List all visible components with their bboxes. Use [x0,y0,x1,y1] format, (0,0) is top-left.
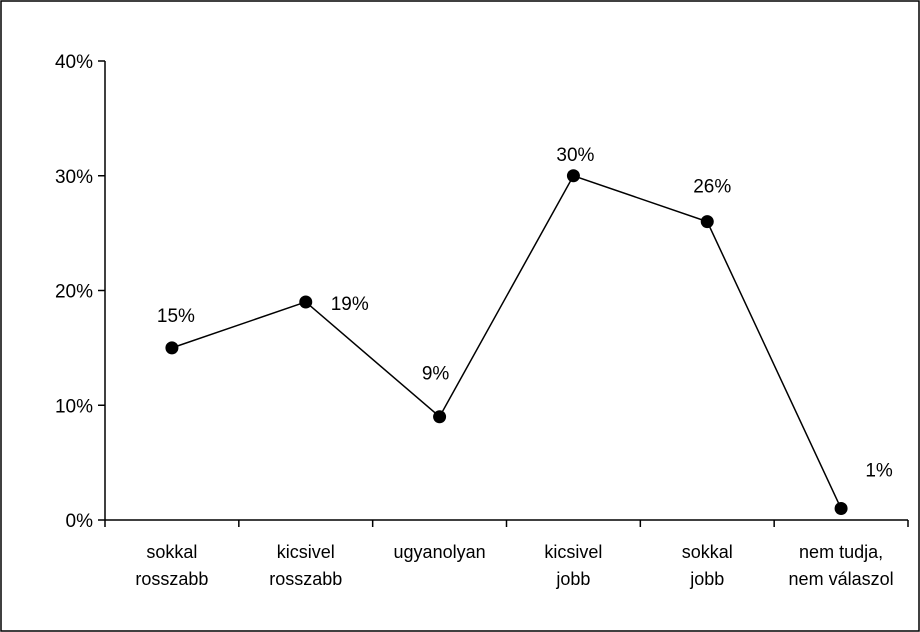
x-tick-label: ugyanolyan [394,542,486,562]
y-tick-label: 20% [55,282,93,303]
data-label: 19% [331,294,369,315]
x-tick-label: sokkal jobb [682,542,733,589]
data-point [299,295,313,309]
data-point [433,410,447,424]
x-tick-label: sokkal rosszabb [135,542,208,589]
data-point [700,215,714,229]
x-tick-label: kicsivel jobb [544,542,602,589]
y-axis: 0% 10% 20% 30% 40% [55,52,106,532]
y-tick-label: 40% [55,52,93,73]
y-tick-label: 10% [55,396,93,417]
data-point [165,341,179,355]
x-axis: sokkal rosszabb kicsivel rosszabb ugyanolyan… [104,519,909,589]
data-label: 15% [157,306,195,327]
data-point [834,502,848,516]
data-label: 9% [422,364,450,385]
x-tick-label: kicsivel rosszabb [269,542,342,589]
y-tick-label: 30% [55,167,93,188]
data-label: 1% [865,461,893,482]
y-tick-label: 0% [66,511,94,532]
data-label: 30% [556,145,594,166]
x-tick-label: nem tudja, nem válaszol [789,542,894,589]
data-point [566,169,580,183]
data-label: 26% [693,177,731,198]
data-labels: 15% 19% 9% 30% 26% 1% [157,145,893,482]
series [165,169,848,516]
series-line [171,174,842,509]
